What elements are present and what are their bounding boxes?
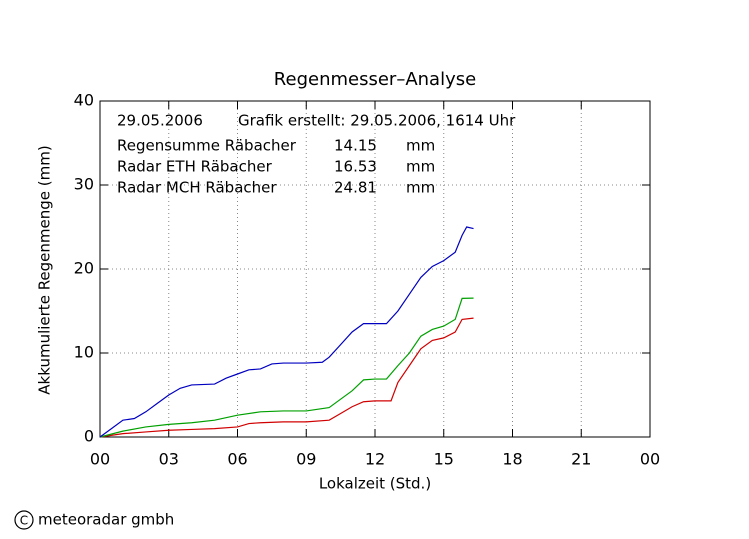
x-tick-label: 00 [640, 450, 660, 469]
x-tick-label: 15 [434, 450, 454, 469]
chart-title: Regenmesser–Analyse [274, 69, 476, 90]
legend-total: 14.15 [334, 137, 377, 155]
legend-total: 24.81 [334, 179, 377, 197]
x-tick-label: 09 [296, 450, 316, 469]
copyright-c: C [20, 514, 28, 528]
legend-unit: mm [406, 158, 435, 176]
x-tick-label: 12 [365, 450, 385, 469]
y-tick-label: 10 [74, 343, 94, 362]
y-tick-label: 0 [84, 427, 94, 446]
y-tick-label: 20 [74, 259, 94, 278]
series-line [99, 226, 474, 438]
footer: meteoradar gmbh [38, 511, 174, 529]
x-axis-label: Lokalzeit (Std.) [319, 475, 431, 493]
series-line [99, 317, 474, 438]
legend-label: Radar ETH Räbacher [117, 158, 273, 176]
x-tick-label: 18 [502, 450, 522, 469]
x-tick-label: 06 [227, 450, 247, 469]
plot-frame [99, 100, 651, 438]
y-tick-label: 30 [74, 175, 94, 194]
x-tick-label: 00 [90, 450, 110, 469]
legend-label: Radar MCH Räbacher [117, 179, 277, 197]
legend-label: Regensumme Räbacher [117, 137, 297, 155]
x-tick-label: 21 [571, 450, 591, 469]
legend-unit: mm [406, 179, 435, 197]
created: Grafik erstellt: 29.05.2006, 1614 Uhr [238, 112, 516, 130]
legend-unit: mm [406, 137, 435, 155]
legend-total: 16.53 [334, 158, 377, 176]
x-tick-label: 03 [159, 450, 179, 469]
y-axis-label: Akkumulierte Regenmenge (mm) [36, 145, 54, 394]
copyright-icon [14, 510, 34, 530]
date: 29.05.2006 [117, 112, 203, 130]
series-line [99, 297, 474, 438]
y-tick-label: 40 [74, 91, 94, 110]
